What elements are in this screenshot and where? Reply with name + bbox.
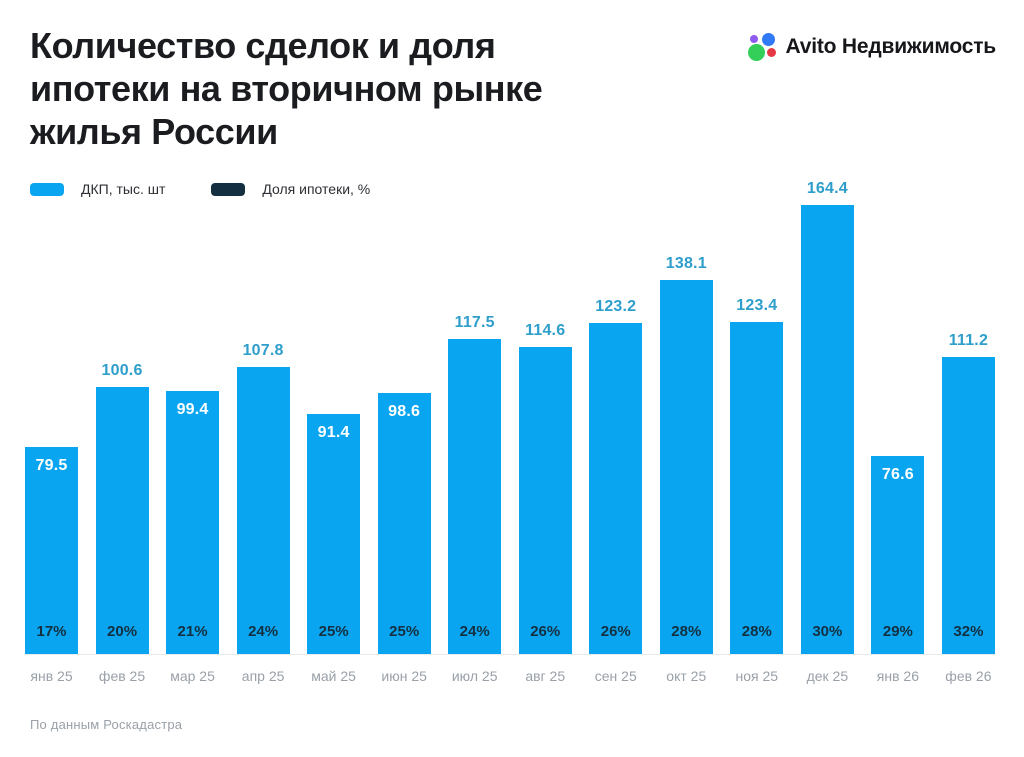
brand-logo: Avito Недвижимость (747, 32, 997, 62)
bar-value-label: 107.8 (242, 342, 284, 359)
x-axis-label: июл 25 (451, 668, 498, 684)
logo-dot-green (747, 44, 765, 61)
page-title: Количество сделок и доля ипотеки на втор… (30, 24, 543, 153)
mortgage-share-label: 21% (177, 623, 208, 640)
bars: 79.5 17% 100.6 20% 99.4 21% 107.8 24% 91.4 25% 98.… (25, 180, 995, 655)
avito-logo-icon (747, 32, 778, 62)
dkp-bar: 76.6 29% (871, 456, 925, 654)
dkp-bar: 107.8 24% (236, 342, 290, 654)
x-axis-label: апр 25 (241, 668, 285, 684)
mortgage-share-label: 29% (882, 623, 913, 640)
legend: ДКП, тыс. шт Доля ипотеки, % (30, 181, 1024, 197)
dkp-bar: 123.4 28% (730, 297, 784, 654)
dkp-bar: 79.5 17% (25, 447, 78, 654)
legend-swatch-mortgage (211, 182, 246, 196)
bar-value-label: 91.4 (317, 424, 350, 441)
bar-value-label: 164.4 (806, 180, 848, 197)
bar-value-label: 99.4 (176, 401, 209, 418)
legend-swatch-dkp (30, 182, 64, 196)
mortgage-share-label: 32% (953, 623, 984, 640)
mortgage-share-label: 30% (812, 623, 843, 640)
legend-item-dkp: ДКП, тыс. шт (30, 181, 165, 197)
bar-value-label: 79.5 (35, 457, 68, 474)
x-axis-label: май 25 (311, 668, 356, 684)
mortgage-share-label: 24% (459, 623, 490, 640)
brand-name: Avito Недвижимость (785, 35, 997, 59)
mortgage-share-label: 28% (741, 623, 772, 640)
mortgage-share-label: 25% (389, 623, 420, 640)
source-note: По данным Роскадастра (30, 717, 183, 732)
header: Количество сделок и доля ипотеки на втор… (0, 0, 1024, 153)
bar-value-label: 76.6 (881, 466, 914, 483)
logo-dot-blue (761, 33, 775, 46)
x-axis-label: июн 25 (381, 668, 427, 684)
mortgage-share-label: 20% (107, 623, 138, 640)
x-axis-label: дек 25 (806, 668, 849, 684)
dkp-bar: 114.6 26% (518, 322, 572, 654)
bar-value-label: 114.6 (525, 322, 566, 339)
title-line-3: жилья России (30, 111, 278, 152)
mortgage-share-label: 24% (248, 623, 279, 640)
bar-value-label: 111.2 (948, 332, 989, 349)
x-axis-label: янв 26 (876, 668, 919, 684)
x-axis-label: мар 25 (170, 668, 215, 684)
x-axis-label: сен 25 (594, 668, 637, 684)
mortgage-share-label: 26% (600, 623, 631, 640)
mortgage-share-label: 25% (318, 623, 349, 640)
x-axis-label: янв 25 (30, 668, 73, 684)
legend-label-mortgage: Доля ипотеки, % (262, 181, 371, 197)
brand-name-avito: Avito (785, 35, 837, 58)
legend-item-mortgage: Доля ипотеки, % (211, 181, 370, 197)
title-line-2: ипотеки на вторичном рынке (30, 68, 543, 109)
bar-value-label: 98.6 (388, 403, 421, 420)
mortgage-share-label: 26% (530, 623, 561, 640)
dkp-bar: 111.2 32% (941, 332, 995, 654)
dkp-bar: 164.4 30% (800, 180, 854, 654)
title-line-1: Количество сделок и доля (30, 25, 496, 66)
dkp-bar: 138.1 28% (659, 255, 713, 654)
mortgage-share-label: 28% (671, 623, 702, 640)
x-axis-label: ноя 25 (735, 668, 779, 684)
dkp-bar: 123.2 26% (589, 298, 643, 654)
dkp-bar: 99.4 21% (166, 391, 220, 654)
logo-dot-red (766, 48, 776, 57)
bar-value-label: 123.2 (595, 298, 637, 315)
bar-value-label: 123.4 (736, 297, 778, 314)
bar-chart: 79.5 17% 100.6 20% 99.4 21% 107.8 24% 91.4 25% 98.… (25, 180, 995, 684)
bar-value-label: 100.6 (101, 362, 143, 379)
dkp-bar: 91.4 25% (307, 414, 361, 654)
bar-value-label: 117.5 (454, 314, 495, 331)
brand-name-product: Недвижимость (841, 35, 996, 58)
mortgage-share-label: 17% (36, 623, 67, 640)
x-axis-labels: янв 25 фев 25 мар 25 апр 25 май 25 июн 25 июл … (25, 668, 995, 684)
logo-dot-purple (749, 35, 758, 43)
legend-label-dkp: ДКП, тыс. шт (81, 181, 166, 197)
dkp-bar: 98.6 25% (377, 393, 431, 654)
x-axis-label: фев 26 (945, 668, 992, 684)
x-axis-label: окт 25 (666, 668, 707, 684)
x-axis-label: авг 25 (525, 668, 566, 684)
bar-value-label: 138.1 (665, 255, 707, 272)
x-axis-label: фев 25 (98, 668, 146, 684)
dkp-bar: 117.5 24% (448, 314, 502, 654)
dkp-bar: 100.6 20% (95, 362, 149, 654)
